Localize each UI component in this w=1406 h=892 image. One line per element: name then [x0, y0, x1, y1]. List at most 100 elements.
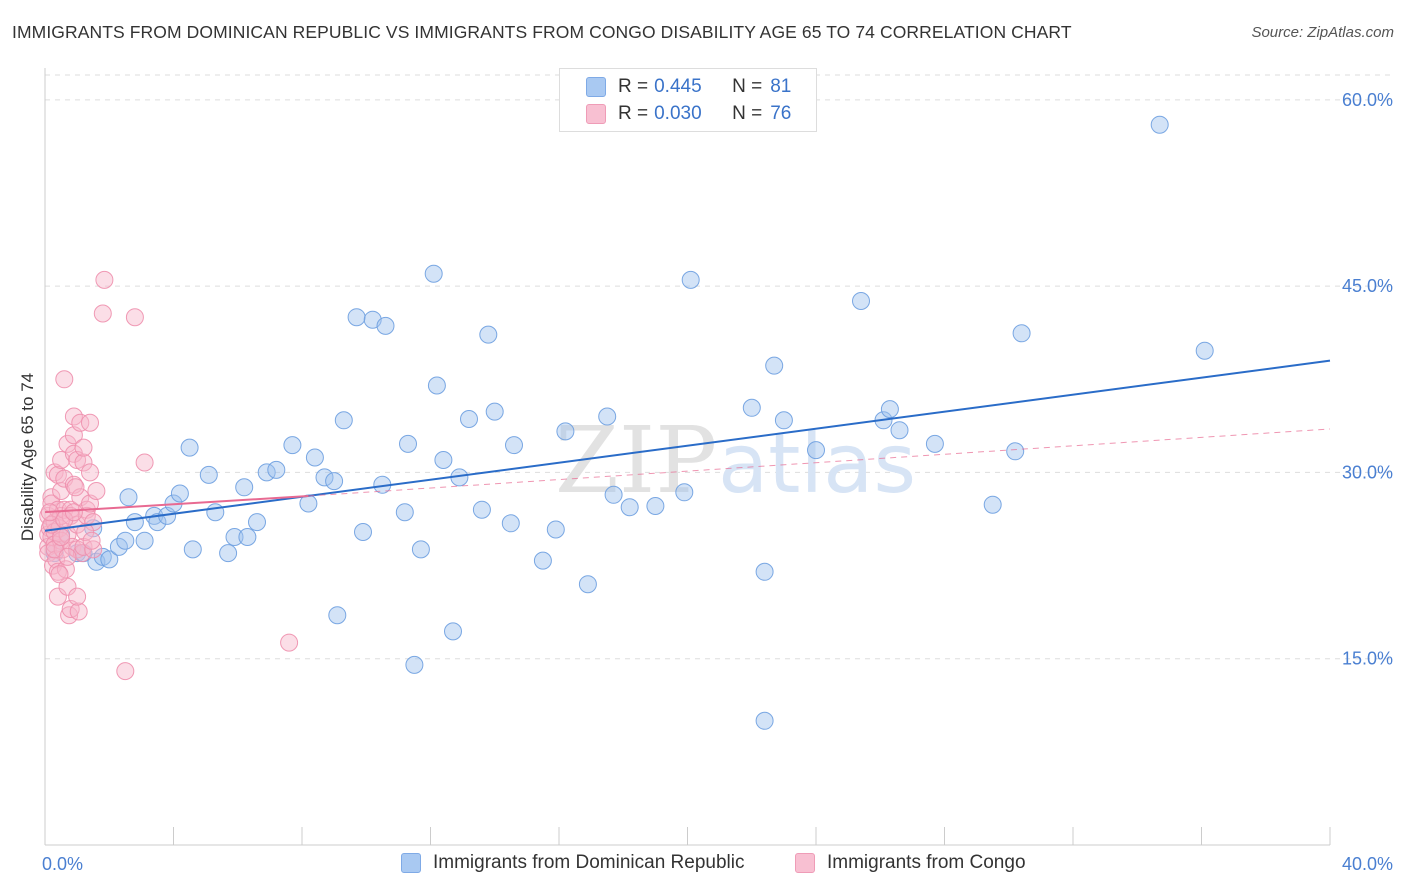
dominican-point: [472, 500, 491, 519]
legend-n-value: 76: [770, 103, 792, 124]
dominican-point: [485, 402, 504, 421]
dominican-point: [225, 528, 244, 546]
legend-swatch-blue: [586, 77, 606, 97]
y-tick-labels: 15.0% 30.0% 45.0% 60.0%: [1342, 90, 1393, 669]
dominican-point: [983, 495, 1002, 514]
dominican-point: [315, 468, 334, 487]
x-tick-label: 0.0%: [42, 854, 83, 874]
dominican-point: [180, 438, 199, 457]
data-points: [39, 115, 1214, 730]
dominican-point: [325, 472, 344, 491]
dominican-point: [675, 483, 694, 502]
dominican-point: [116, 531, 135, 550]
dominican-point: [1150, 115, 1169, 134]
dominican-trend-line: [44, 359, 1331, 532]
dominican-point: [598, 407, 617, 426]
congo-point: [116, 662, 135, 681]
congo-point: [125, 308, 144, 327]
dominican-point: [1006, 442, 1025, 461]
source-credit: Source: ZipAtlas.com: [1251, 24, 1394, 41]
congo-point: [87, 482, 106, 500]
dominican-point: [578, 575, 597, 594]
series-label: Immigrants from Congo: [827, 852, 1026, 873]
series-label: Immigrants from Dominican Republic: [433, 852, 745, 873]
legend-row-congo: R = 0.030 N = 76: [586, 101, 791, 127]
y-tick-label: 15.0%: [1342, 649, 1393, 669]
congo-point: [95, 270, 114, 289]
legend-r-label: R =: [618, 103, 649, 124]
dominican-point: [807, 441, 825, 460]
axes: [44, 68, 1331, 846]
dominican-point: [411, 540, 430, 559]
legend-n-label: N =: [732, 103, 763, 124]
dominican-point: [890, 421, 909, 440]
dominican-point: [501, 514, 520, 533]
series-legend-congo: Immigrants from Congo: [795, 852, 1026, 874]
dominican-point: [460, 410, 478, 428]
congo-point: [58, 547, 77, 566]
dominican-point: [427, 376, 446, 395]
congo-point: [55, 370, 74, 389]
dominican-point: [755, 562, 774, 581]
legend-n-label: N =: [732, 76, 763, 97]
dominican-point: [148, 513, 167, 532]
legend-r-value: 0.445: [654, 76, 702, 97]
dominican-point: [1012, 324, 1031, 343]
dominican-point: [620, 498, 639, 517]
y-tick-label: 30.0%: [1342, 462, 1393, 482]
dominican-point: [305, 448, 324, 467]
congo-trend-line: [44, 495, 309, 514]
congo-point: [69, 602, 88, 621]
series-swatch-blue: [401, 853, 421, 873]
y-axis-label: Disability Age 65 to 74: [18, 373, 37, 541]
dominican-point: [925, 434, 944, 453]
dominican-point: [334, 411, 353, 430]
dominican-point: [434, 451, 453, 469]
dominican-point: [399, 434, 417, 453]
dominican-point: [765, 356, 784, 375]
trend-lines: [44, 359, 1331, 532]
dominican-point: [235, 478, 254, 497]
dominican-point: [1195, 341, 1214, 360]
dominican-point: [742, 398, 761, 417]
dominican-point: [774, 411, 793, 430]
congo-point: [81, 413, 99, 432]
congo-point: [48, 587, 67, 606]
congo-point: [64, 503, 83, 522]
dominican-point: [267, 460, 286, 479]
dominican-point: [206, 503, 225, 522]
dominican-point: [328, 606, 347, 625]
dominican-point: [405, 655, 424, 674]
gridlines: [45, 74, 1392, 660]
congo-point: [81, 463, 99, 482]
dominican-point: [505, 436, 523, 455]
series-legend: Immigrants from Dominican Republic Immig…: [0, 852, 1406, 878]
congo-point: [66, 478, 85, 497]
congo-point: [60, 606, 79, 625]
congo-point: [74, 453, 93, 472]
congo-point: [68, 587, 87, 606]
dominican-point: [444, 622, 462, 641]
y-tick-label: 60.0%: [1342, 90, 1393, 110]
congo-point: [50, 565, 69, 584]
series-swatch-pink: [795, 853, 815, 873]
dominican-point: [248, 513, 266, 532]
dominican-point: [556, 422, 575, 441]
watermark-atlas: atlas: [718, 417, 916, 512]
dominican-point: [119, 488, 138, 507]
dominican-point: [238, 528, 257, 546]
dominican-point: [199, 465, 218, 484]
dominican-point: [681, 270, 700, 289]
legend-swatch-pink: [586, 104, 606, 124]
congo-point: [280, 633, 299, 652]
congo-point: [74, 438, 93, 457]
correlation-legend: R = 0.445 N = 81 R = 0.030 N = 76: [559, 68, 817, 132]
dominican-point: [755, 711, 774, 730]
y-tick-label: 45.0%: [1342, 276, 1393, 296]
congo-trend-extension: [308, 428, 1331, 497]
congo-point: [72, 544, 91, 563]
dominican-point: [546, 520, 565, 539]
dominican-point: [170, 484, 189, 503]
congo-point: [135, 453, 154, 472]
